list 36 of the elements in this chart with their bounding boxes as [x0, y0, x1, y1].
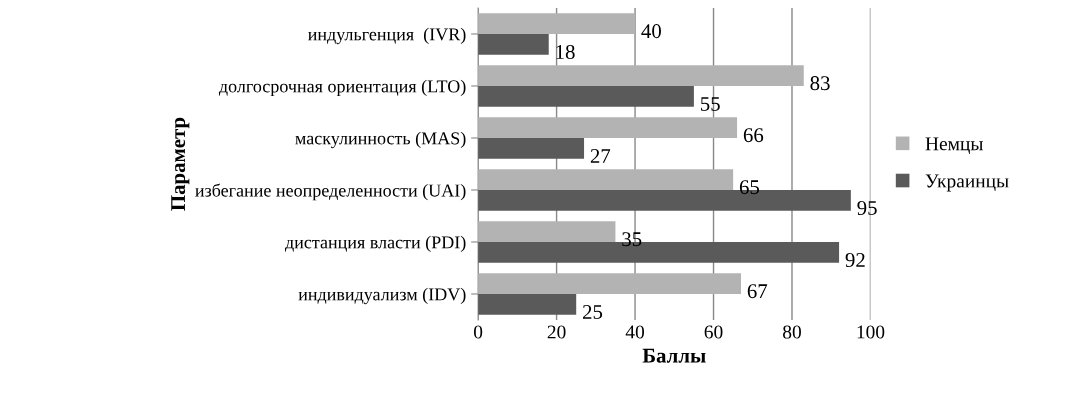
data-label: 67	[747, 284, 768, 299]
x-tick-label: 100	[857, 325, 885, 339]
data-label: 55	[701, 97, 720, 111]
data-label: 92	[845, 252, 865, 267]
bar	[478, 117, 738, 138]
data-label: 25	[583, 304, 603, 319]
x-tick-label: 20	[547, 325, 566, 339]
bar	[478, 65, 804, 86]
x-tick-label: 60	[704, 325, 723, 339]
y-tick-label: долгосрочная ориентация (LTO)	[218, 79, 466, 97]
x-tick-label: 80	[783, 325, 801, 339]
bar	[478, 13, 636, 34]
data-label: 27	[590, 148, 611, 163]
x-tick-label: 40	[625, 325, 645, 339]
bar	[478, 34, 549, 55]
y-tick-label: индульгенция (IVR)	[308, 27, 466, 45]
data-label: 18	[556, 44, 575, 59]
bar	[478, 221, 616, 242]
legend-label: Украинцы	[925, 174, 1009, 192]
x-tick-label: 0	[473, 325, 483, 339]
data-label: 83	[810, 76, 830, 91]
x-axis-title: Баллы	[642, 348, 706, 363]
y-tick-label: избегание неопределенности (UAI)	[195, 183, 466, 201]
bar	[478, 138, 585, 159]
y-tick-label: индивидуализм (IDV)	[298, 287, 466, 305]
data-label: 66	[743, 128, 764, 143]
y-axis-title: Параметр	[171, 117, 190, 211]
data-label: 40	[641, 24, 661, 39]
bar	[478, 273, 741, 294]
y-tick-label: маскулинность (MAS)	[295, 131, 466, 149]
bar	[478, 86, 694, 107]
data-label: 95	[857, 200, 877, 215]
y-tick-label: дистанция власти (PDI)	[285, 235, 466, 253]
bar	[478, 169, 734, 190]
bar	[478, 294, 577, 315]
legend-label: Немцы	[925, 137, 983, 154]
